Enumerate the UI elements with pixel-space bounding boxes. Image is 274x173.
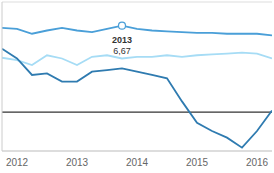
svg-text:2014: 2014 bbox=[126, 157, 149, 168]
svg-text:2012: 2012 bbox=[8, 157, 29, 168]
svg-text:2013: 2013 bbox=[66, 157, 89, 168]
svg-text:2015: 2015 bbox=[186, 157, 209, 168]
svg-text:2013: 2013 bbox=[112, 35, 132, 45]
svg-text:2016: 2016 bbox=[246, 157, 266, 168]
svg-text:6,67: 6,67 bbox=[113, 46, 131, 56]
